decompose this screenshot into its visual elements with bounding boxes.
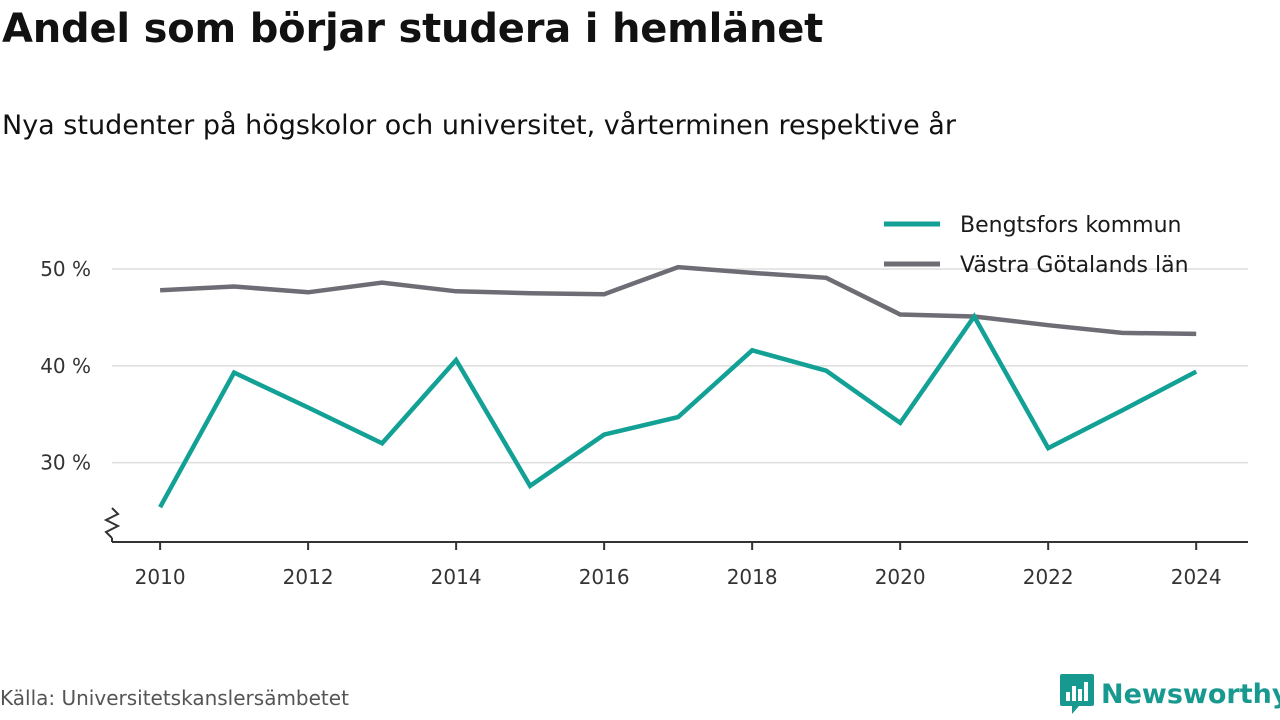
legend: Bengtsfors kommun Västra Götalands län bbox=[884, 213, 1189, 278]
legend-label-bengtsfors-kommun: Bengtsfors kommun bbox=[960, 213, 1182, 238]
brand-logo: Newsworthy bbox=[1059, 672, 1280, 716]
x-tick-label-2020: 2020 bbox=[875, 565, 926, 589]
y-tick-label-40: 40 % bbox=[40, 354, 91, 378]
y-tick-label-30: 30 % bbox=[40, 451, 91, 475]
chart-subtitle: Nya studenter på högskolor och universit… bbox=[2, 110, 956, 141]
x-tick-label-2012: 2012 bbox=[283, 565, 334, 589]
series-lines bbox=[158, 264, 1198, 509]
x-tick-label-2014: 2014 bbox=[431, 565, 482, 589]
x-tick-label-2010: 2010 bbox=[135, 565, 186, 589]
y-axis-break bbox=[103, 507, 121, 539]
series-line-bengtsfors-kommun bbox=[158, 312, 1198, 509]
x-tick-label-2024: 2024 bbox=[1171, 565, 1222, 589]
x-tick-label-2018: 2018 bbox=[727, 565, 778, 589]
x-tick-label-2022: 2022 bbox=[1023, 565, 1074, 589]
source-note: Källa: Universitetskanslersämbetet bbox=[0, 686, 349, 710]
y-tick-label-50: 50 % bbox=[40, 257, 91, 281]
brand-name: Newsworthy bbox=[1101, 678, 1280, 710]
legend-label-västra-götalands-län: Västra Götalands län bbox=[960, 253, 1189, 278]
x-tick-label-2016: 2016 bbox=[579, 565, 630, 589]
series-line-västra-götalands-län bbox=[159, 264, 1197, 337]
axes: 30 % 40 % 50 % 2010 2012 2014 2016 2018 2020 2022… bbox=[40, 257, 1248, 589]
chart-title: Andel som börjar studera i hemlänet bbox=[2, 6, 824, 52]
newsworthy-logo-icon bbox=[1060, 674, 1094, 714]
